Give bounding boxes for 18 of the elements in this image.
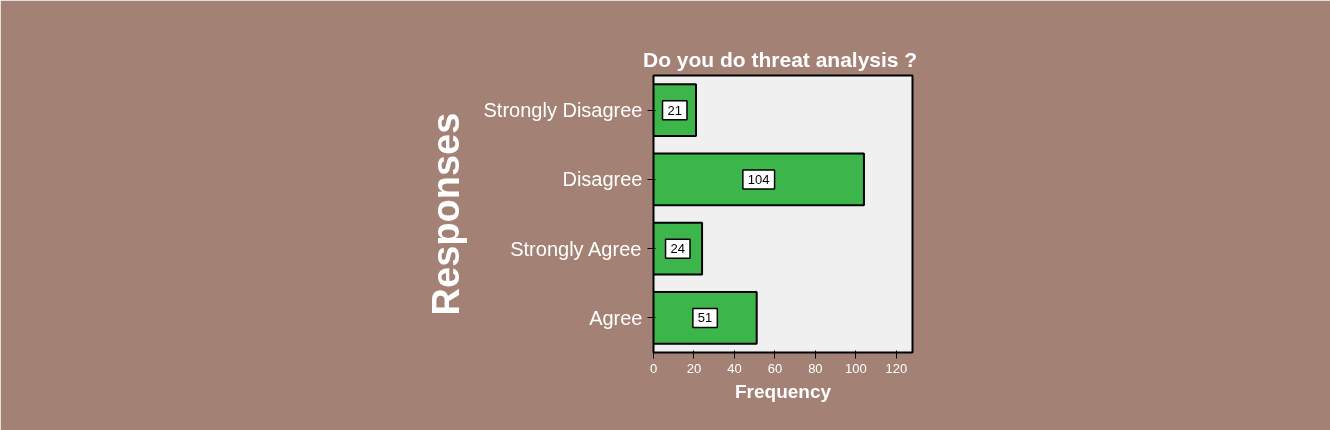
- x-tick-label: 80: [808, 360, 823, 376]
- y-tick-label: Strongly Agree: [510, 237, 642, 260]
- data-label: 24: [670, 241, 686, 257]
- x-axis-title: Frequency: [734, 380, 832, 402]
- chart-title: Do you do threat analysis ?: [642, 47, 918, 71]
- data-label: 51: [697, 310, 713, 326]
- x-tick-label: 60: [767, 360, 783, 376]
- x-tick-label: 120: [885, 360, 908, 376]
- y-axis-title: Responses: [424, 112, 467, 316]
- y-tick-label: Disagree: [562, 168, 643, 191]
- y-tick-label: Strongly Disagree: [483, 99, 643, 122]
- x-tick-label: 100: [845, 360, 867, 376]
- x-tick-label: 40: [727, 360, 742, 376]
- data-label: 104: [747, 171, 770, 187]
- y-tick-label: Agree: [589, 306, 643, 329]
- x-tick-label: 0: [649, 360, 658, 376]
- x-tick-label: 20: [686, 360, 702, 376]
- data-label: 21: [667, 102, 682, 118]
